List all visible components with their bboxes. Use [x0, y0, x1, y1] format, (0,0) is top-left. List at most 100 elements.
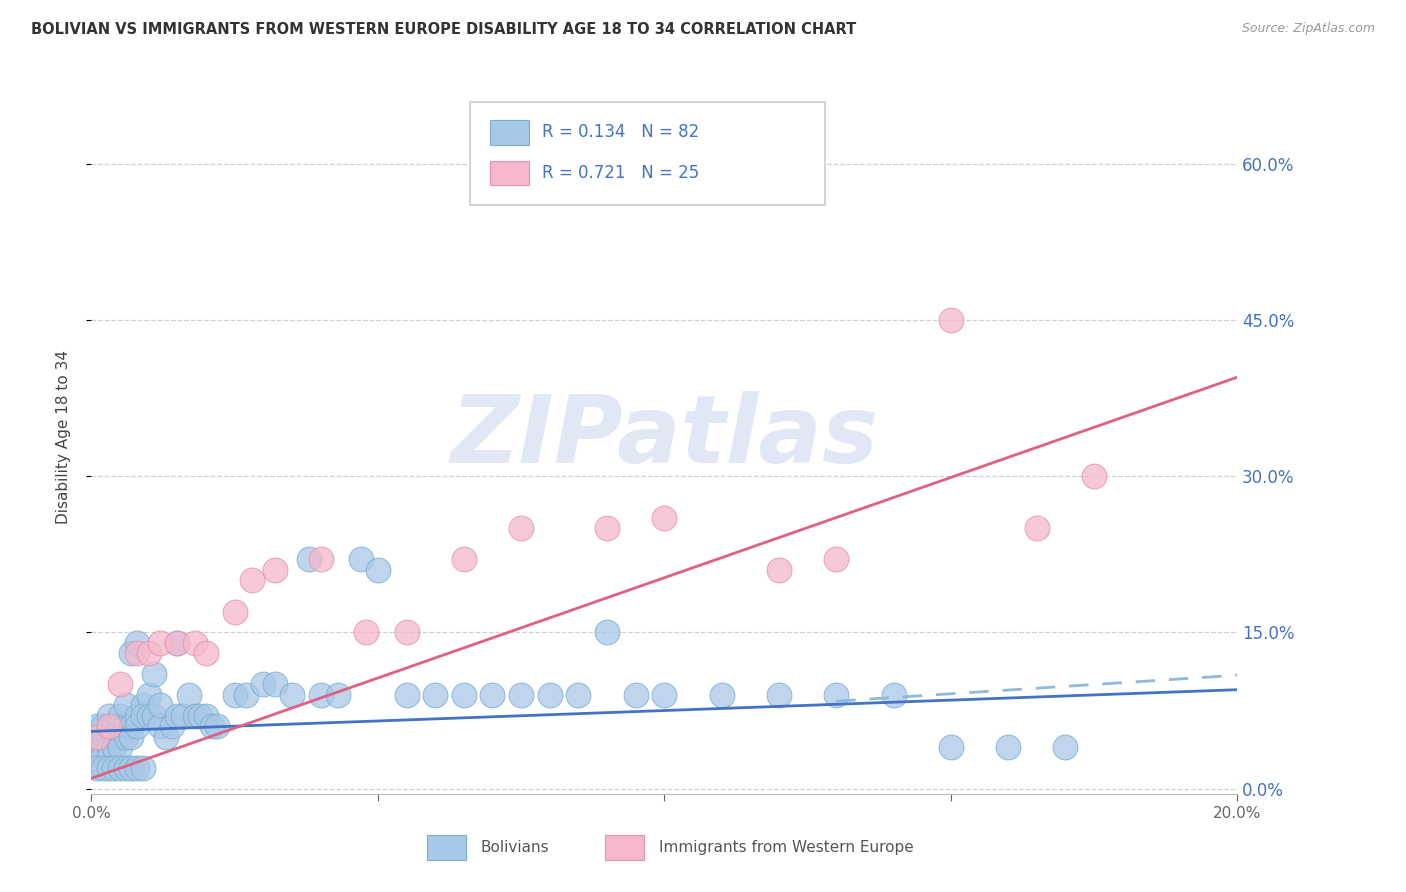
Point: [939, 313, 962, 327]
Point: [166, 636, 188, 650]
Point: [395, 625, 418, 640]
Point: [481, 688, 503, 702]
Point: [201, 719, 224, 733]
Point: [108, 761, 131, 775]
Y-axis label: Disability Age 18 to 34: Disability Age 18 to 34: [56, 350, 70, 524]
Point: [138, 688, 160, 702]
Point: [149, 698, 172, 713]
Point: [114, 761, 136, 775]
Point: [538, 688, 561, 702]
Point: [91, 750, 114, 764]
Point: [97, 708, 120, 723]
Point: [97, 750, 120, 764]
Point: [108, 739, 131, 754]
Point: [138, 646, 160, 660]
Point: [309, 552, 332, 566]
Point: [309, 688, 332, 702]
Point: [97, 730, 120, 744]
Point: [132, 761, 155, 775]
Text: ZIPatlas: ZIPatlas: [450, 391, 879, 483]
Point: [108, 677, 131, 691]
Point: [453, 552, 475, 566]
Point: [652, 511, 675, 525]
Point: [882, 688, 904, 702]
Point: [103, 761, 125, 775]
Point: [127, 719, 149, 733]
Point: [1083, 469, 1105, 483]
Point: [652, 688, 675, 702]
FancyBboxPatch shape: [491, 120, 529, 145]
Point: [143, 708, 166, 723]
Point: [395, 688, 418, 702]
Point: [127, 708, 149, 723]
FancyBboxPatch shape: [427, 835, 467, 860]
Point: [166, 708, 188, 723]
Point: [350, 552, 373, 566]
Point: [183, 636, 205, 650]
Point: [86, 739, 108, 754]
Point: [103, 730, 125, 744]
Point: [103, 719, 125, 733]
Point: [825, 552, 848, 566]
Point: [121, 761, 143, 775]
Point: [127, 636, 149, 650]
FancyBboxPatch shape: [605, 835, 644, 860]
Point: [224, 605, 246, 619]
Point: [114, 730, 136, 744]
Point: [86, 761, 108, 775]
Point: [207, 719, 229, 733]
Point: [86, 730, 108, 744]
Point: [91, 719, 114, 733]
Point: [143, 667, 166, 681]
Text: Bolivians: Bolivians: [481, 840, 550, 855]
Point: [710, 688, 733, 702]
Point: [997, 739, 1019, 754]
Point: [235, 688, 257, 702]
Point: [86, 719, 108, 733]
Point: [326, 688, 349, 702]
Point: [149, 636, 172, 650]
Point: [825, 688, 848, 702]
Point: [263, 563, 285, 577]
Point: [91, 761, 114, 775]
Text: R = 0.134   N = 82: R = 0.134 N = 82: [541, 123, 699, 141]
Point: [149, 719, 172, 733]
Text: Source: ZipAtlas.com: Source: ZipAtlas.com: [1241, 22, 1375, 36]
Point: [138, 708, 160, 723]
Point: [423, 688, 446, 702]
Point: [768, 156, 790, 170]
Point: [281, 688, 304, 702]
Point: [624, 688, 647, 702]
Point: [121, 646, 143, 660]
Point: [132, 708, 155, 723]
Point: [97, 761, 120, 775]
Point: [567, 688, 589, 702]
Point: [132, 698, 155, 713]
Point: [103, 739, 125, 754]
Point: [121, 730, 143, 744]
Point: [768, 563, 790, 577]
Point: [97, 719, 120, 733]
Point: [453, 688, 475, 702]
Point: [91, 739, 114, 754]
Point: [166, 636, 188, 650]
Point: [114, 698, 136, 713]
Text: Immigrants from Western Europe: Immigrants from Western Europe: [658, 840, 914, 855]
Point: [194, 646, 217, 660]
Point: [127, 761, 149, 775]
Point: [1025, 521, 1047, 535]
Point: [194, 708, 217, 723]
FancyBboxPatch shape: [491, 161, 529, 186]
Point: [97, 739, 120, 754]
Point: [86, 730, 108, 744]
Point: [108, 730, 131, 744]
Point: [252, 677, 274, 691]
Point: [240, 574, 263, 588]
Point: [114, 719, 136, 733]
Text: BOLIVIAN VS IMMIGRANTS FROM WESTERN EUROPE DISABILITY AGE 18 TO 34 CORRELATION C: BOLIVIAN VS IMMIGRANTS FROM WESTERN EURO…: [31, 22, 856, 37]
Point: [127, 646, 149, 660]
Point: [91, 730, 114, 744]
Point: [263, 677, 285, 691]
Point: [510, 688, 533, 702]
Point: [768, 688, 790, 702]
